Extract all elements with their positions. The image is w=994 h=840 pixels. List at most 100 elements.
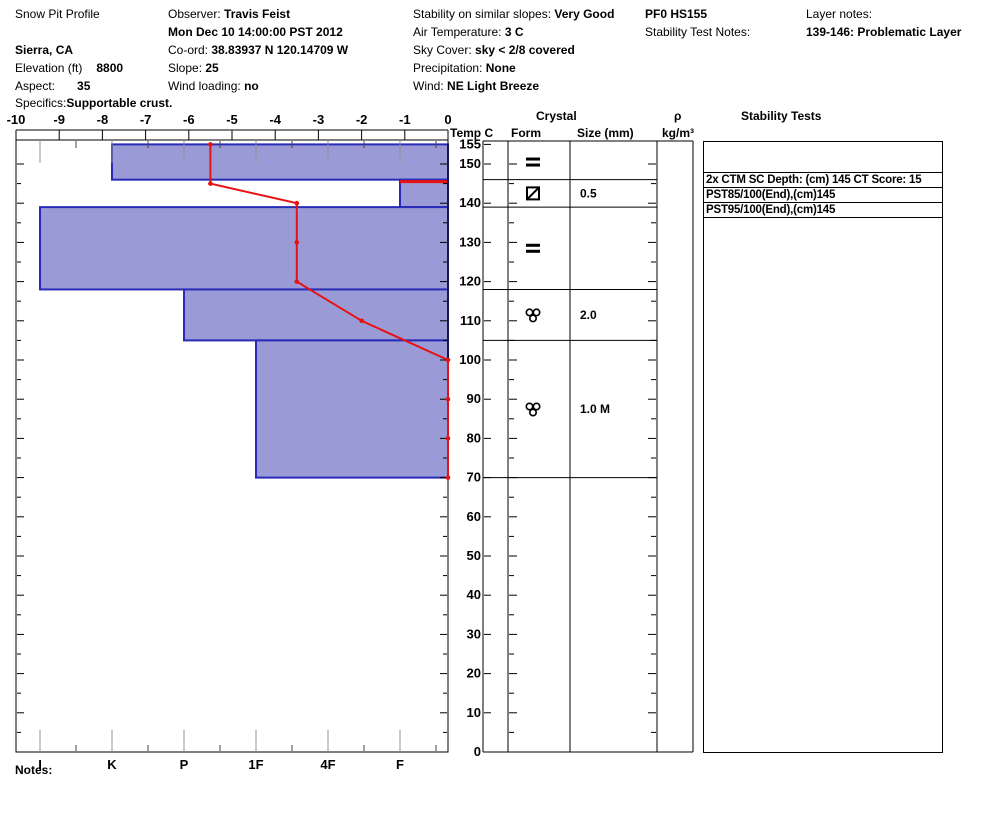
svg-text:20: 20 — [467, 666, 481, 681]
density-unit-header: kg/m³ — [662, 126, 695, 140]
svg-text:-4: -4 — [269, 112, 281, 127]
size-column-header: Size (mm) — [577, 126, 634, 140]
notes-label: Notes: — [15, 763, 53, 777]
svg-text:-8: -8 — [97, 112, 109, 127]
svg-text:90: 90 — [467, 391, 481, 406]
specifics-label: Specifics: — [15, 96, 67, 110]
crystal-column-header: Crystal — [536, 109, 577, 123]
elevation-value: 8800 — [96, 61, 124, 75]
stability-test-row: PST95/100(End),(cm)145 — [703, 202, 943, 218]
coord-row: Co-ord: 38.83937 N 120.14709 W — [168, 43, 348, 57]
wind-value: NE Light Breeze — [447, 79, 540, 93]
svg-text:60: 60 — [467, 509, 481, 524]
wind-loading-row: Wind loading: no — [168, 79, 259, 93]
layer-note: 139-146: Problematic Layer — [806, 25, 962, 39]
crystal-cluster-icon — [532, 308, 541, 317]
observer-row: Observer: Travis Feist — [168, 7, 290, 21]
observer-label: Observer: — [168, 7, 221, 21]
slope-label: Slope: — [168, 61, 203, 75]
snow-layer-bar — [39, 206, 449, 291]
sky-cover-row: Sky Cover: sky < 2/8 covered — [413, 43, 575, 57]
stability-row: Stability on similar slopes: Very Good — [413, 7, 614, 21]
svg-text:2.0: 2.0 — [580, 308, 597, 322]
svg-text:130: 130 — [459, 234, 481, 249]
stability-test-row: 2x CTM SC Depth: (cm) 145 CT Score: 15 — [703, 172, 943, 188]
wind-label: Wind: — [413, 79, 444, 93]
elevation-label: Elevation (ft) — [15, 61, 83, 75]
elevation-row: Elevation (ft) 8800 — [15, 61, 123, 75]
temperature-point — [445, 475, 451, 480]
svg-text:155: 155 — [459, 136, 481, 151]
svg-text:-7: -7 — [140, 112, 152, 127]
svg-text:-10: -10 — [7, 112, 26, 127]
specifics-value: Supportable crust. — [66, 96, 173, 110]
aspect-value: 35 — [77, 79, 91, 93]
svg-text:1F: 1F — [248, 757, 263, 772]
wind-row: Wind: NE Light Breeze — [413, 79, 539, 93]
temperature-point — [359, 318, 364, 324]
datetime: Mon Dec 10 14:00:00 PST 2012 — [168, 25, 343, 39]
temperature-point — [445, 396, 451, 402]
temp-axis: -10 -9 -8 -7 -6 -5 -4 -3 -2 -1 0 — [7, 112, 452, 140]
svg-text:80: 80 — [467, 430, 481, 445]
air-temp-value: 3 C — [504, 25, 524, 39]
temperature-point — [445, 357, 451, 363]
svg-text:50: 50 — [467, 548, 481, 563]
coord-value: 38.83937 N 120.14709 W — [211, 43, 349, 57]
svg-text:40: 40 — [467, 587, 481, 602]
coord-label: Co-ord: — [168, 43, 209, 57]
svg-text:F: F — [396, 757, 404, 772]
svg-text:70: 70 — [467, 470, 481, 485]
svg-text:1.0 M: 1.0 M — [580, 402, 610, 416]
svg-text:150: 150 — [459, 156, 481, 171]
wind-loading-value: no — [244, 79, 259, 93]
svg-text:100: 100 — [459, 352, 481, 367]
slope-row: Slope: 25 — [168, 61, 219, 75]
aspect-row: Aspect: 35 — [15, 79, 90, 93]
svg-text:30: 30 — [467, 626, 481, 641]
temperature-point — [208, 142, 213, 147]
location: Sierra, CA — [15, 43, 74, 57]
svg-text:-2: -2 — [356, 112, 368, 127]
temperature-line — [209, 144, 449, 478]
svg-text:0: 0 — [474, 744, 481, 759]
svg-text:-6: -6 — [183, 112, 195, 127]
svg-text:-9: -9 — [53, 112, 65, 127]
hardness-labels: I K P 1F 4F F — [38, 757, 404, 772]
svg-text:0: 0 — [444, 112, 451, 127]
sky-cover-value: sky < 2/8 covered — [475, 43, 575, 57]
stability-label: Stability on similar slopes: — [413, 7, 552, 21]
crystal-cluster-icon — [528, 408, 537, 417]
svg-text:140: 140 — [459, 195, 481, 210]
snow-layer-bar — [183, 288, 449, 342]
air-temp-row: Air Temperature: 3 C — [413, 25, 524, 39]
pf-hs: PF0 HS155 — [645, 7, 708, 21]
snow-layer-bars — [39, 143, 449, 479]
svg-text:110: 110 — [460, 313, 481, 328]
temperature-point — [294, 279, 300, 284]
temperature-point — [208, 181, 213, 186]
air-temp-label: Air Temperature: — [413, 25, 502, 39]
svg-text:4F: 4F — [320, 757, 335, 772]
hardness-ticks — [39, 141, 437, 751]
svg-text:-1: -1 — [399, 112, 411, 127]
chart-depth-ticks — [17, 163, 447, 733]
svg-text:10: 10 — [467, 705, 481, 720]
temperature-point — [294, 240, 300, 245]
stability-tests-header: Stability Tests — [741, 109, 822, 123]
temperature-point — [294, 200, 300, 206]
svg-text:120: 120 — [459, 274, 481, 289]
stability-test-notes-label: Stability Test Notes: — [645, 25, 751, 39]
observer-value: Travis Feist — [224, 7, 291, 21]
temperature-profile — [208, 142, 451, 480]
temperature-point — [445, 436, 451, 441]
layer-notes-label: Layer notes: — [806, 7, 873, 21]
precip-value: None — [485, 61, 516, 75]
sky-cover-label: Sky Cover: — [413, 43, 472, 57]
wind-loading-label: Wind loading: — [168, 79, 241, 93]
form-column-header: Form — [511, 126, 541, 140]
snow-layer-bar — [255, 339, 449, 479]
svg-text:P: P — [180, 757, 189, 772]
